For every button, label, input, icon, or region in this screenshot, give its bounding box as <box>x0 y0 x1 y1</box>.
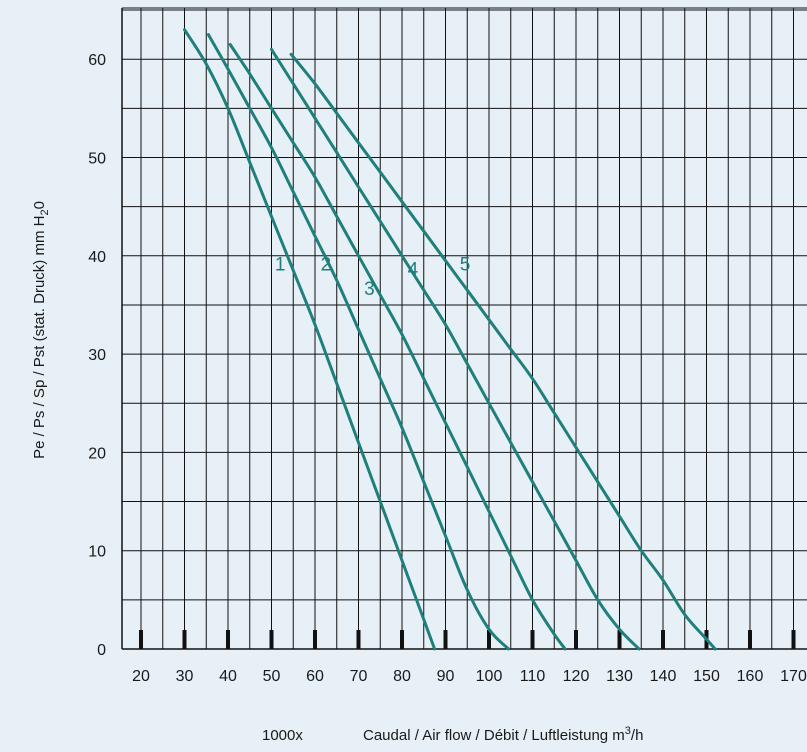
y-axis-title: Pe / Ps / Sp / Pst (stat. Druck) mm H20 <box>31 201 51 459</box>
x-tick-marker <box>748 630 752 649</box>
y-tick-label: 50 <box>88 151 106 168</box>
x-tick-marker <box>443 630 448 649</box>
x-tick-label: 80 <box>393 668 411 685</box>
y-axis-title-main: Pe / Ps / Sp / Pst (stat. Druck) mm H <box>31 216 48 459</box>
x-tick-label: 110 <box>520 668 546 685</box>
curve-label-4: 4 <box>408 259 419 280</box>
x-tick-marker <box>400 630 404 649</box>
x-tick-marker <box>791 630 796 649</box>
y-tick-label: 0 <box>97 642 106 659</box>
x-tick-label: 70 <box>350 668 368 685</box>
x-tick-marker <box>139 630 143 649</box>
y-tick-label: 30 <box>88 347 106 364</box>
y-tick-label: 10 <box>88 544 106 561</box>
x-tick-label: 40 <box>219 668 237 685</box>
x-tick-marker <box>356 630 361 649</box>
curves: 1 2 3 4 5 <box>183 28 717 651</box>
x-tick-label: 130 <box>606 668 633 685</box>
curve-2 <box>206 33 511 651</box>
x-axis-title-main: Caudal / Air flow / Débit / Luftleistung… <box>363 727 625 744</box>
curve-4 <box>270 47 641 651</box>
x-tick-marker <box>617 630 622 649</box>
x-tick-label: 50 <box>263 668 281 685</box>
curve-label-1: 1 <box>275 255 286 276</box>
x-tick-marker <box>530 630 535 649</box>
x-tick-label: 160 <box>737 668 764 685</box>
x-axis-title-tail: /h <box>631 727 644 744</box>
x-tick-label: 60 <box>306 668 324 685</box>
x-tick-marker <box>574 630 578 649</box>
x-tick-label: 90 <box>437 668 455 685</box>
x-tick-label: 120 <box>563 668 590 685</box>
curve-label-5: 5 <box>460 255 471 276</box>
curve-1 <box>183 28 437 651</box>
x-tick-label: 20 <box>132 668 150 685</box>
x-tick-marker <box>269 630 274 649</box>
curve-label-2: 2 <box>321 255 332 276</box>
x-tick-marker <box>182 630 187 649</box>
y-tick-label: 40 <box>88 249 106 266</box>
curve-3 <box>228 43 567 651</box>
x-tick-label: 30 <box>176 668 194 685</box>
x-axis-title: Caudal / Air flow / Débit / Luftleistung… <box>363 725 643 744</box>
x-tick-label: 140 <box>650 668 677 685</box>
curve-5 <box>289 52 717 651</box>
x-tick-marker <box>487 630 491 649</box>
x-tick-label: 100 <box>476 668 503 685</box>
x-tick-marker <box>661 630 665 649</box>
y-tick-label: 20 <box>88 445 106 462</box>
x-axis-title-sup: 3 <box>625 725 631 737</box>
x-tick-marker <box>313 630 317 649</box>
x-tick-label: 170 <box>780 668 807 685</box>
curve-label-3: 3 <box>364 279 375 300</box>
x-tick-markers <box>139 630 796 649</box>
x-tick-marker <box>226 630 230 649</box>
grid <box>121 7 807 650</box>
x-axis-prefix: 1000x <box>262 727 303 744</box>
y-tick-label: 60 <box>88 52 106 69</box>
y-axis-title-sub: 2 <box>39 209 51 215</box>
y-axis-title-tail: 0 <box>31 201 48 209</box>
x-tick-label: 150 <box>693 668 720 685</box>
tick-labels: 20 30 40 50 60 70 80 90 100 110 120 130 140 150 160 170… <box>88 52 807 685</box>
